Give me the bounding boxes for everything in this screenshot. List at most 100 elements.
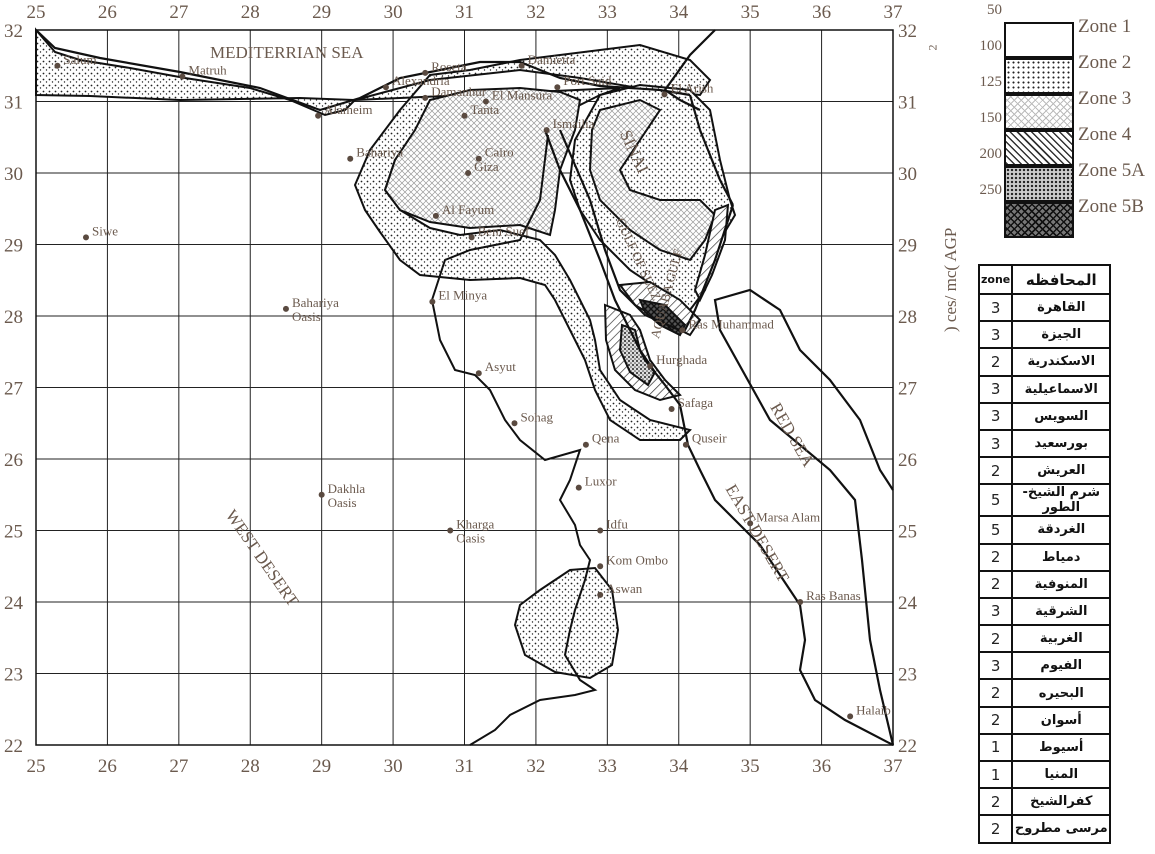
y-tick-left: 28 xyxy=(4,307,23,328)
city-label: Idfu xyxy=(606,517,628,532)
aqaba-coast xyxy=(683,204,735,333)
x-tick-top: 36 xyxy=(812,2,831,23)
table-row: 3 بورسعيد xyxy=(977,428,1112,459)
x-tick-top: 34 xyxy=(669,2,689,23)
city-marker xyxy=(475,370,482,377)
city-marker xyxy=(282,305,289,312)
city-label: Bahariya xyxy=(356,145,403,160)
x-tick-top: 33 xyxy=(598,2,617,23)
x-tick-bottom: 26 xyxy=(98,756,117,777)
governorate-cell: كفرالشيخ xyxy=(1011,787,1112,817)
table-row: 1 أسيوط xyxy=(977,732,1112,763)
table-row: 2 الاسكندرية xyxy=(977,347,1112,377)
city-marker xyxy=(179,73,186,80)
east-desert-label: EAST DESERT xyxy=(722,481,794,586)
y-tick-left: 26 xyxy=(4,450,23,471)
legend-row: 50 Zone 1 xyxy=(968,2,1153,58)
legend-row: 200 Zone 5A xyxy=(968,146,1153,202)
y-tick-left: 29 xyxy=(4,236,23,257)
city-marker xyxy=(382,84,389,91)
zone-header: zone xyxy=(977,264,1014,295)
zone-cell: 2 xyxy=(977,787,1014,817)
y-tick-right: 25 xyxy=(898,522,917,543)
city-label: Quseir xyxy=(692,431,727,446)
governorate-zone-table: zone المحافظه 3 القاهرة 3 الجيزة 2 الاسكندرية… xyxy=(977,264,1112,844)
governorate-header: المحافظه xyxy=(1011,264,1112,295)
legend-row: 250 Zone 5B xyxy=(968,182,1153,238)
city-marker xyxy=(315,112,322,119)
governorate-cell: المنيا xyxy=(1011,759,1112,790)
city-marker xyxy=(797,599,804,605)
legend-row: 125 Zone 3 xyxy=(968,74,1153,130)
table-row: 5 الغردقة xyxy=(977,515,1112,545)
x-tick-top: 37 xyxy=(884,2,903,23)
city-marker xyxy=(543,127,550,134)
table-row: 3 الفيوم xyxy=(977,651,1112,681)
legend-value: 250 xyxy=(979,182,1003,198)
legend-label: Zone 5B xyxy=(1078,196,1144,217)
city-marker xyxy=(468,234,475,241)
legend-value: 125 xyxy=(979,74,1003,90)
zone3-delta xyxy=(383,86,582,237)
x-tick-bottom: 31 xyxy=(455,756,474,777)
west-desert-label: WEST DESERT xyxy=(222,506,303,610)
zone-cell: 3 xyxy=(977,651,1014,681)
legend-swatch xyxy=(1004,202,1074,238)
table-row: 3 الاسماعيلية xyxy=(977,374,1112,404)
city-label: Safaga xyxy=(678,395,714,410)
y-tick-left: 31 xyxy=(4,93,23,114)
city-label: Oasis xyxy=(292,309,321,324)
city-label: Alameim xyxy=(324,102,372,117)
city-marker xyxy=(554,84,561,91)
x-tick-top: 31 xyxy=(455,2,474,23)
city-label: Ras Banas xyxy=(806,588,861,603)
city-marker xyxy=(847,713,854,720)
governorate-cell: الغردقة xyxy=(1011,515,1112,545)
city-label: Aswan xyxy=(606,581,643,596)
x-tick-bottom: 32 xyxy=(526,756,545,777)
city-marker xyxy=(318,491,325,498)
city-marker xyxy=(597,591,604,598)
city-label: Ras Muhammad xyxy=(688,316,774,331)
y-tick-right: 22 xyxy=(898,736,917,757)
city-marker xyxy=(422,69,429,76)
y-tick-right: 32 xyxy=(898,21,917,42)
y-tick-right: 24 xyxy=(898,593,918,614)
y-tick-right: 31 xyxy=(898,93,917,114)
legend-row: 100 Zone 2 xyxy=(968,38,1153,94)
y-tick-left: 32 xyxy=(4,21,23,42)
city-marker xyxy=(422,94,429,101)
governorate-cell: أسوان xyxy=(1011,705,1112,735)
governorate-cell: الغربية xyxy=(1011,624,1112,654)
table-row: 2 البحيره xyxy=(977,678,1112,708)
city-label: Halaib xyxy=(856,702,891,717)
city-label: Marsa Alam xyxy=(756,509,820,524)
x-tick-bottom: 35 xyxy=(741,756,760,777)
y-tick-left: 22 xyxy=(4,736,23,757)
city-marker xyxy=(429,298,436,305)
y-tick-right: 29 xyxy=(898,236,917,257)
city-marker xyxy=(447,527,454,534)
city-label: Tanta xyxy=(471,102,500,117)
table-row: 2 الغربية xyxy=(977,624,1112,654)
governorate-cell: البحيره xyxy=(1011,678,1112,708)
city-marker xyxy=(597,563,604,570)
city-label: Siwe xyxy=(92,223,118,238)
city-label: Matruh xyxy=(188,62,227,77)
city-marker xyxy=(597,527,604,534)
x-tick-top: 32 xyxy=(526,2,545,23)
city-label: Oasis xyxy=(328,495,357,510)
governorate-cell: العريش xyxy=(1011,456,1112,486)
city-label: Dakhla xyxy=(328,481,366,496)
city-marker xyxy=(432,212,439,219)
city-marker xyxy=(482,98,489,105)
city-label: Luxor xyxy=(585,474,617,489)
city-marker xyxy=(518,62,525,69)
zone-cell: 3 xyxy=(977,428,1014,459)
governorate-cell: شرم الشيخ-الطور xyxy=(1011,483,1112,518)
x-tick-bottom: 27 xyxy=(169,756,188,777)
zone2-aswan xyxy=(513,566,620,680)
zone-cell: 3 xyxy=(977,401,1014,431)
y-tick-right: 26 xyxy=(898,450,917,471)
table-row: 2 كفرالشيخ xyxy=(977,787,1112,817)
